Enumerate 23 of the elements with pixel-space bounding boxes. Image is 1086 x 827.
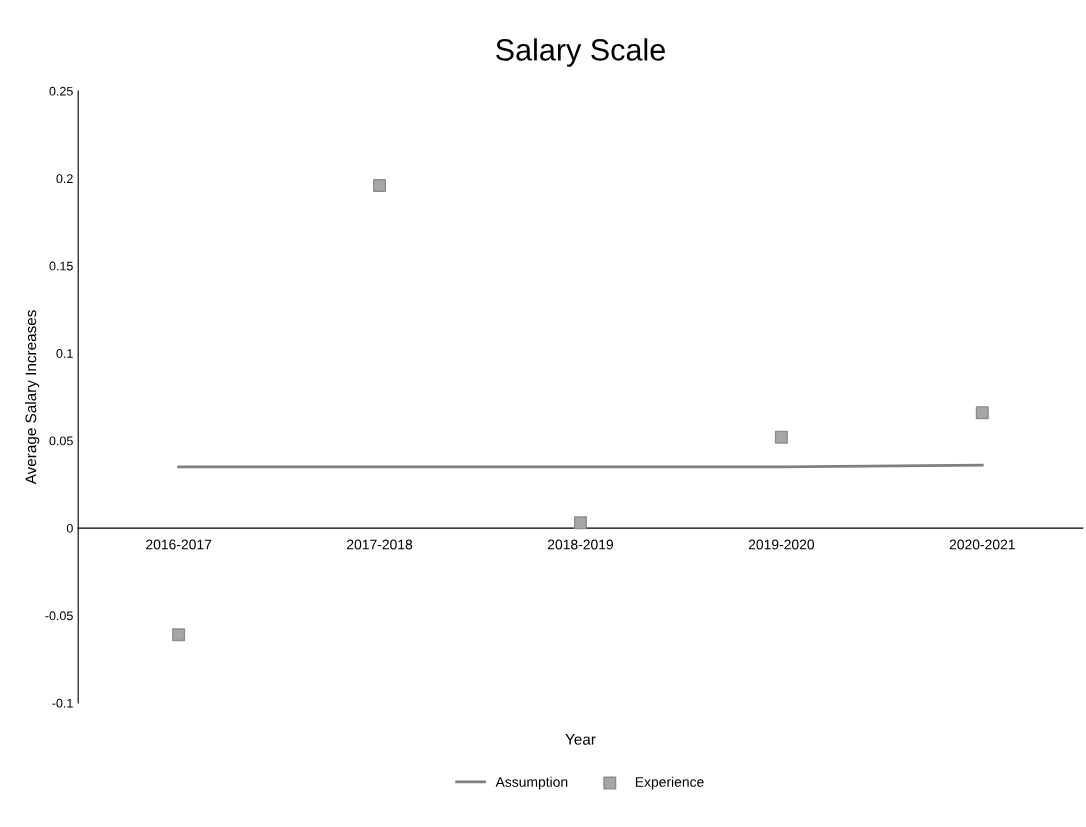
x-tick-label: 2017-2018 <box>347 539 413 550</box>
legend-label: Experience <box>635 776 704 790</box>
point <box>373 178 387 192</box>
point <box>172 628 186 642</box>
point <box>774 430 788 444</box>
legend-label: Assumption <box>495 776 568 790</box>
x-tick-label: 2019-2020 <box>748 539 815 550</box>
point <box>975 406 989 420</box>
y-tick-label: 0.2 <box>56 174 73 184</box>
y-tick-label: 0.1 <box>56 349 73 358</box>
y-tick-label: 0 <box>66 523 73 533</box>
y-tick-label: 0.25 <box>49 86 73 96</box>
x-axis-title: Year <box>565 734 596 745</box>
y-tick-label: -0.1 <box>52 698 73 708</box>
chart-title: Salary Scale <box>496 38 665 67</box>
point <box>573 516 587 530</box>
x-tick-label: 2020-2021 <box>949 539 1015 550</box>
y-tick-label: -0.05 <box>45 611 73 621</box>
x-tick-label: 2018-2019 <box>547 539 614 550</box>
y-tick-label: 0.05 <box>49 436 73 446</box>
y-axis-title: Average Salary Increases <box>25 310 40 485</box>
x-tick-label: 2016-2017 <box>146 539 212 550</box>
y-tick-label: 0.15 <box>49 261 73 271</box>
